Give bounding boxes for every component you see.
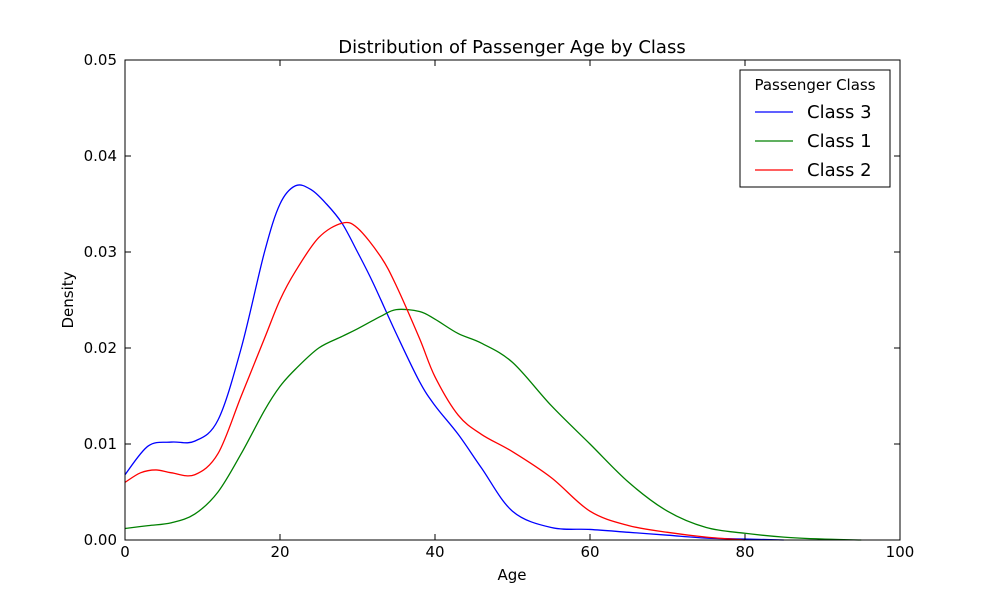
x-tick-label: 40 [425, 543, 444, 561]
legend-box [739, 69, 891, 188]
series-line-class-2 [124, 221, 746, 541]
x-axis-label: Age [497, 566, 526, 584]
legend-entries: Class 3 Class 1 Class 2 [755, 102, 872, 181]
series-layer [124, 184, 862, 541]
y-tick-label: 0.05 [84, 51, 117, 69]
series-line-class-3 [124, 184, 784, 541]
series-line-class-1 [124, 308, 862, 541]
y-tick-label: 0.01 [84, 435, 117, 453]
y-axis: 0.00 0.01 0.02 0.03 0.04 0.05 [84, 51, 900, 549]
legend-label: Class 3 [807, 102, 872, 123]
x-tick-label: 60 [580, 543, 599, 561]
plot-frame [124, 59, 901, 541]
x-axis: 0 20 40 60 80 100 [120, 60, 914, 561]
legend-title: Passenger Class [754, 76, 875, 94]
x-tick-label: 80 [735, 543, 754, 561]
x-tick-label: 100 [886, 543, 915, 561]
plot-area [124, 59, 901, 541]
x-tick-label: 0 [120, 543, 130, 561]
y-tick-label: 0.00 [84, 531, 117, 549]
y-tick-label: 0.03 [84, 243, 117, 261]
y-tick-label: 0.04 [84, 147, 117, 165]
x-tick-label: 20 [270, 543, 289, 561]
y-tick-label: 0.02 [84, 339, 117, 357]
legend-label: Class 1 [807, 131, 872, 152]
legend-label: Class 2 [807, 160, 872, 181]
y-axis-label: Density [59, 271, 77, 328]
legend: Passenger Class Class 3 Class 1 Class 2 [739, 69, 891, 188]
chart-title: Distribution of Passenger Age by Class [338, 37, 685, 58]
